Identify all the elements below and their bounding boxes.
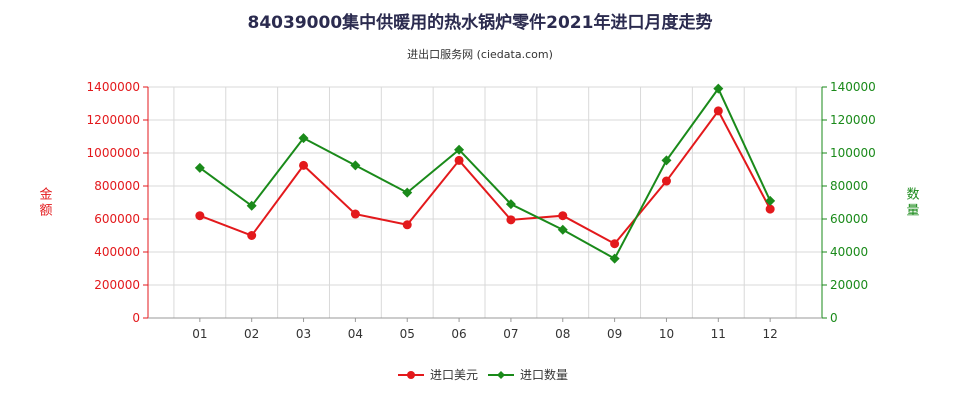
data-point-usd <box>350 209 360 219</box>
data-point-qty <box>194 162 205 173</box>
data-point-qty <box>402 187 413 198</box>
y-left-tick-label: 400000 <box>94 245 140 259</box>
legend-marker-0 <box>407 371 415 379</box>
data-point-qty <box>454 144 465 155</box>
y-left-tick-label: 600000 <box>94 212 140 226</box>
y-right-tick-label: 60000 <box>830 212 868 226</box>
y-left-tick-label: 800000 <box>94 179 140 193</box>
data-point-qty <box>765 195 776 206</box>
data-point-qty <box>505 199 516 210</box>
x-tick-label: 03 <box>296 327 311 341</box>
data-point-qty <box>246 200 257 211</box>
series-line-0 <box>199 109 772 246</box>
data-point-usd <box>506 215 516 225</box>
x-tick-label: 10 <box>659 327 674 341</box>
data-point-usd <box>454 155 464 165</box>
x-tick-label: 06 <box>451 327 466 341</box>
x-tick-label: 02 <box>244 327 259 341</box>
x-tick-label: 11 <box>711 327 726 341</box>
data-point-usd <box>765 204 775 214</box>
data-point-qty <box>298 133 309 144</box>
y-right-tick-label: 100000 <box>830 146 876 160</box>
y-right-tick-label: 80000 <box>830 179 868 193</box>
x-tick-label: 04 <box>348 327 363 341</box>
y-right-tick-label: 40000 <box>830 245 868 259</box>
x-tick-label: 09 <box>607 327 622 341</box>
x-tick-label: 08 <box>555 327 570 341</box>
y-left-tick-label: 1200000 <box>87 113 140 127</box>
data-point-usd <box>299 160 309 170</box>
y-left-tick-label: 200000 <box>94 278 140 292</box>
data-point-qty <box>557 224 568 235</box>
data-point-usd <box>558 211 568 221</box>
data-point-usd <box>195 211 205 221</box>
y-left-tick-label: 1000000 <box>87 146 140 160</box>
y-right-title: 数量 <box>906 188 919 219</box>
legend-marker-1 <box>497 371 505 379</box>
data-point-usd <box>661 176 671 186</box>
x-tick-label: 12 <box>763 327 778 341</box>
chart-subtitle: 进出口服务网 (ciedata.com) <box>407 48 553 61</box>
y-left-tick-label: 0 <box>132 311 140 325</box>
series-line-1 <box>199 86 772 260</box>
data-point-usd <box>247 231 257 240</box>
data-point-usd <box>610 239 620 249</box>
chart-title: 84039000集中供暖用的热水锅炉零件2021年进口月度走势 <box>247 13 713 33</box>
data-point-usd <box>713 106 723 116</box>
y-left-tick-label: 1400000 <box>87 80 140 94</box>
x-tick-label: 05 <box>400 327 415 341</box>
data-point-qty <box>609 253 620 264</box>
x-tick-label: 07 <box>503 327 518 341</box>
data-point-usd <box>402 220 412 230</box>
data-point-qty <box>661 155 672 166</box>
y-left-title: 金额 <box>39 187 52 219</box>
y-right-tick-label: 140000 <box>830 80 876 94</box>
x-tick-label: 01 <box>192 327 207 341</box>
legend-label-0: 进口美元 <box>430 368 478 382</box>
data-point-qty <box>350 160 361 171</box>
y-right-tick-label: 0 <box>830 311 838 325</box>
legend-label-1: 进口数量 <box>520 367 568 382</box>
y-right-tick-label: 20000 <box>830 278 868 292</box>
data-point-qty <box>713 83 724 94</box>
y-right-tick-label: 120000 <box>830 113 876 127</box>
